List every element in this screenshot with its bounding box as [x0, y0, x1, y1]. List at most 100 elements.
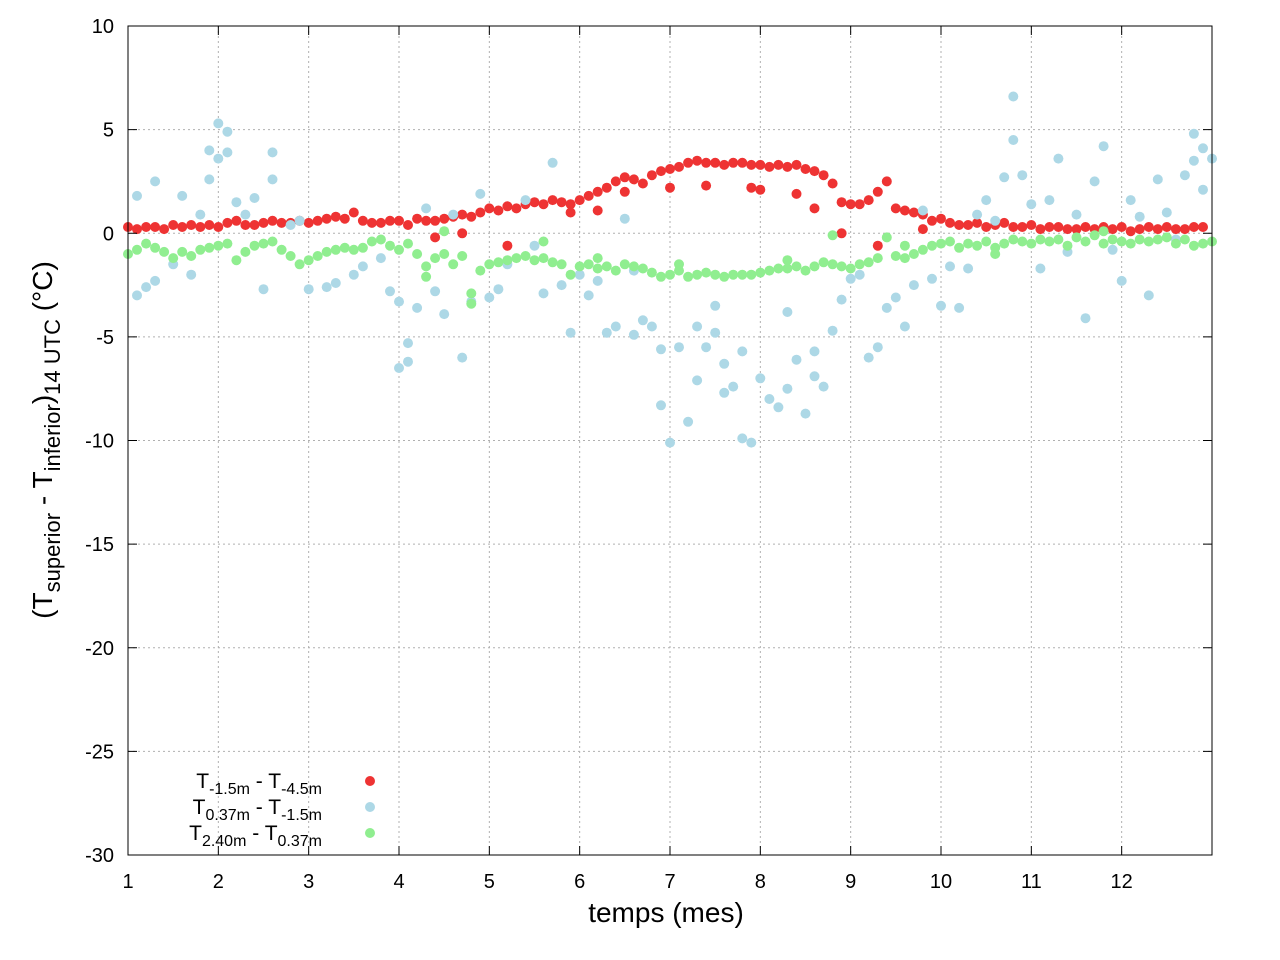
data-point: [863, 257, 874, 268]
data-point: [945, 217, 955, 228]
data-point: [186, 220, 197, 230]
data-point: [303, 217, 314, 228]
data-point: [375, 253, 386, 264]
data-point: [204, 145, 215, 156]
data-point: [908, 249, 919, 259]
data-point: [321, 213, 332, 224]
data-point: [475, 265, 486, 276]
x-tick-label: 1: [122, 871, 133, 893]
data-point: [936, 213, 946, 224]
data-point: [1008, 234, 1019, 245]
data-point: [421, 271, 432, 282]
data-point: [159, 224, 170, 235]
y-tick-label: -5: [96, 327, 114, 349]
data-point: [628, 174, 639, 185]
data-point: [764, 394, 775, 404]
data-point: [646, 321, 657, 332]
data-point: [448, 209, 459, 220]
data-point: [601, 261, 612, 272]
data-point: [981, 222, 992, 232]
data-point: [1188, 222, 1199, 232]
data-point: [1134, 224, 1145, 235]
data-point: [403, 220, 413, 230]
data-point: [1053, 222, 1064, 232]
data-point: [872, 253, 883, 264]
data-point: [800, 408, 811, 419]
data-point: [719, 387, 730, 398]
data-point: [457, 228, 468, 239]
data-point: [1053, 153, 1064, 164]
data-point: [1152, 234, 1163, 245]
data-point: [276, 217, 287, 228]
data-point: [818, 257, 829, 268]
data-point: [1017, 170, 1028, 181]
data-point: [854, 269, 865, 280]
data-point: [881, 176, 892, 187]
data-point: [439, 309, 450, 320]
data-point: [1161, 232, 1172, 243]
data-point: [1098, 226, 1109, 237]
data-point: [917, 205, 928, 216]
data-point: [791, 354, 802, 365]
y-tick-label: 10: [92, 16, 114, 38]
data-point: [249, 193, 260, 203]
data-point: [719, 159, 730, 170]
data-point: [294, 215, 305, 226]
data-point: [782, 161, 793, 172]
data-point: [1071, 224, 1082, 235]
data-point: [773, 263, 784, 274]
data-point: [375, 234, 386, 245]
grid-lines: [128, 26, 1212, 855]
data-point: [619, 259, 630, 270]
data-point: [845, 199, 856, 210]
data-point: [1179, 224, 1190, 235]
data-point: [430, 215, 441, 226]
data-point: [746, 269, 757, 280]
data-point: [529, 240, 540, 251]
data-point: [1098, 238, 1109, 249]
data-point: [1017, 222, 1028, 232]
data-point: [881, 302, 892, 313]
data-point: [1143, 222, 1154, 232]
data-point: [963, 238, 974, 249]
data-point: [583, 259, 594, 270]
data-point: [159, 246, 170, 257]
y-tick-label: -15: [85, 534, 114, 556]
data-point: [150, 275, 161, 286]
data-point: [1188, 155, 1199, 166]
data-point: [899, 253, 910, 264]
data-point: [168, 253, 179, 264]
data-point: [854, 259, 865, 270]
data-point: [1107, 244, 1118, 255]
data-point: [150, 242, 161, 253]
data-point: [231, 197, 242, 208]
data-point: [412, 249, 423, 259]
data-point: [809, 346, 820, 357]
data-point: [475, 188, 486, 199]
legend-entry-2: T0.37m - T-1.5m: [193, 796, 375, 824]
data-point: [1035, 234, 1046, 245]
data-point: [710, 157, 721, 168]
data-point: [204, 220, 215, 230]
data-point: [710, 269, 721, 280]
data-point: [683, 157, 694, 168]
data-point: [394, 215, 404, 226]
data-point: [809, 203, 820, 214]
data-point: [222, 238, 233, 249]
data-point: [132, 290, 142, 301]
data-point: [954, 242, 965, 253]
data-point: [502, 255, 513, 266]
data-point: [1179, 234, 1190, 245]
data-point: [457, 352, 468, 363]
data-point: [809, 371, 820, 382]
data-point: [403, 338, 413, 349]
data-point: [141, 238, 152, 249]
data-point: [466, 211, 477, 222]
data-point: [746, 159, 757, 170]
y-tick-label: -20: [85, 638, 114, 660]
data-point: [908, 207, 919, 218]
data-point: [800, 164, 811, 174]
data-point: [827, 178, 838, 189]
data-point: [701, 157, 712, 168]
data-point: [827, 230, 838, 241]
